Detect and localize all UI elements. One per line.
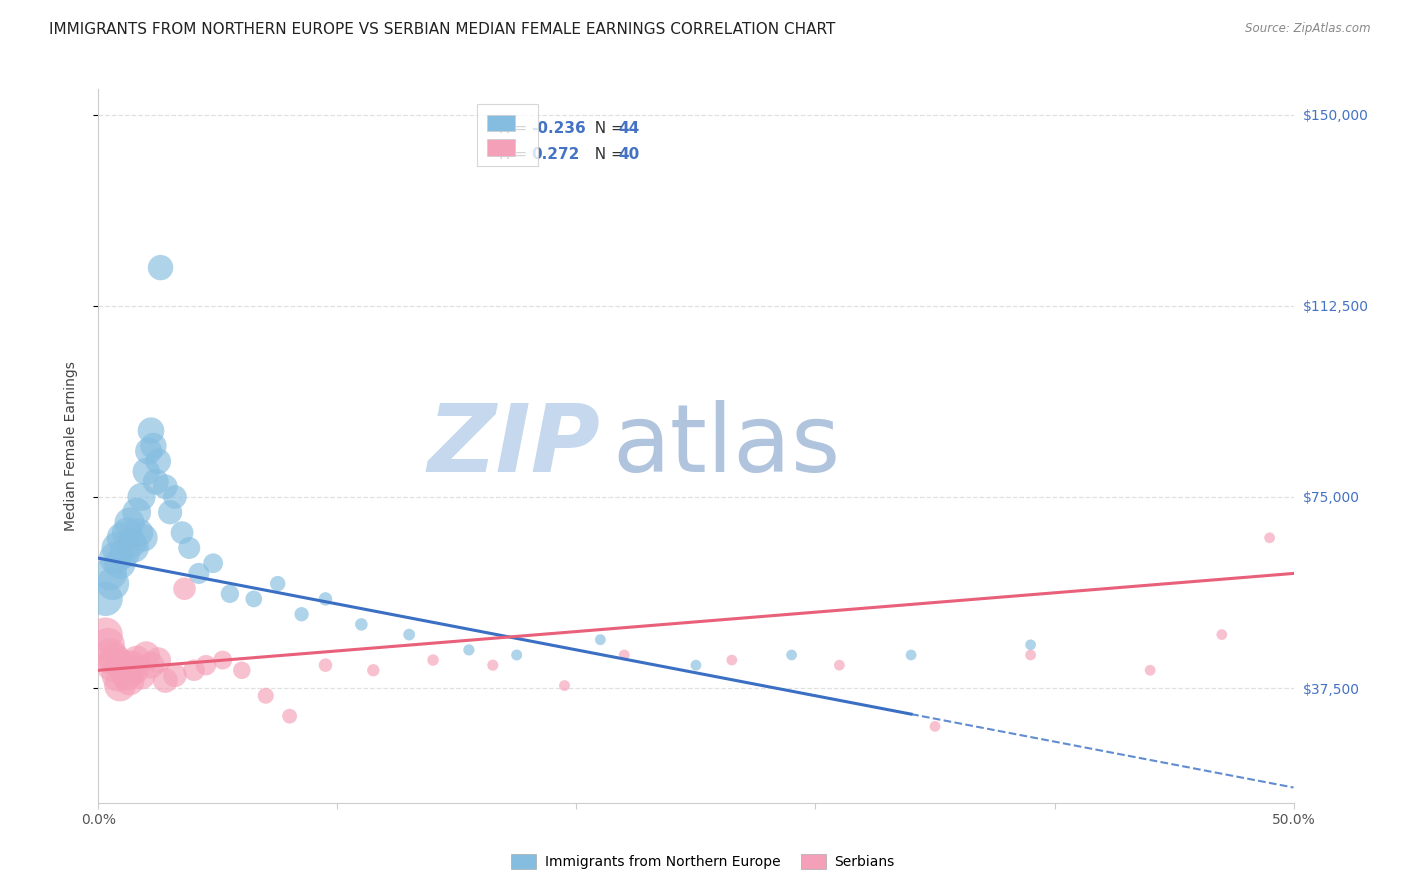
Point xyxy=(163,490,186,504)
Point xyxy=(148,653,170,667)
Point xyxy=(187,566,209,581)
Point xyxy=(101,658,124,673)
Point xyxy=(1019,648,1042,662)
Point xyxy=(107,541,129,555)
Point xyxy=(195,658,218,673)
Text: Source: ZipAtlas.com: Source: ZipAtlas.com xyxy=(1246,22,1371,36)
Point xyxy=(1258,531,1281,545)
Text: -0.236: -0.236 xyxy=(531,121,586,136)
Point xyxy=(163,668,186,682)
Point xyxy=(108,679,131,693)
Point xyxy=(98,648,122,662)
Text: IMMIGRANTS FROM NORTHERN EUROPE VS SERBIAN MEDIAN FEMALE EARNINGS CORRELATION CH: IMMIGRANTS FROM NORTHERN EUROPE VS SERBI… xyxy=(49,22,835,37)
Point xyxy=(142,439,165,453)
Point xyxy=(554,679,576,693)
Point xyxy=(278,709,301,723)
Point xyxy=(828,658,851,673)
Point xyxy=(101,576,124,591)
Point xyxy=(128,525,150,540)
Point xyxy=(173,582,195,596)
Point xyxy=(155,480,177,494)
Text: ZIP: ZIP xyxy=(427,400,600,492)
Point xyxy=(111,658,134,673)
Point xyxy=(202,556,225,570)
Point xyxy=(291,607,314,622)
Point xyxy=(139,658,162,673)
Point xyxy=(108,556,131,570)
Text: R =: R = xyxy=(499,147,537,162)
Point xyxy=(1139,663,1161,677)
Point xyxy=(121,536,143,550)
Point xyxy=(145,475,167,489)
Point xyxy=(94,627,117,641)
Point xyxy=(613,648,636,662)
Point xyxy=(115,525,138,540)
Point xyxy=(211,653,233,667)
Point xyxy=(315,591,337,606)
Point xyxy=(104,551,127,566)
Point xyxy=(398,627,420,641)
Point xyxy=(254,689,277,703)
Point xyxy=(131,490,153,504)
Point xyxy=(1019,638,1042,652)
Point xyxy=(1211,627,1233,641)
Point xyxy=(94,591,117,606)
Text: R =: R = xyxy=(499,121,531,136)
Point xyxy=(780,648,803,662)
Point xyxy=(315,658,337,673)
Point xyxy=(422,653,444,667)
Legend: Immigrants from Northern Europe, Serbians: Immigrants from Northern Europe, Serbian… xyxy=(505,847,901,876)
Point xyxy=(159,505,181,519)
Point xyxy=(219,587,242,601)
Point xyxy=(125,505,148,519)
Point xyxy=(685,658,707,673)
Point xyxy=(506,648,529,662)
Point xyxy=(179,541,201,555)
Point xyxy=(118,673,141,688)
Point xyxy=(155,673,177,688)
Point xyxy=(111,531,134,545)
Point xyxy=(135,465,157,479)
Point xyxy=(118,516,141,530)
Point xyxy=(139,424,162,438)
Point xyxy=(107,668,129,682)
Point xyxy=(231,663,253,677)
Point xyxy=(97,638,120,652)
Text: N =: N = xyxy=(585,121,628,136)
Point xyxy=(589,632,612,647)
Point xyxy=(135,648,157,662)
Point xyxy=(458,643,481,657)
Point xyxy=(124,663,146,677)
Point xyxy=(350,617,373,632)
Text: 0.272: 0.272 xyxy=(531,147,579,162)
Point xyxy=(243,591,266,606)
Point xyxy=(900,648,922,662)
Point xyxy=(924,719,946,733)
Point xyxy=(149,260,172,275)
Point xyxy=(124,541,146,555)
Text: atlas: atlas xyxy=(613,400,841,492)
Point xyxy=(148,454,170,468)
Point xyxy=(115,668,138,682)
Point xyxy=(183,663,205,677)
Point xyxy=(132,531,155,545)
Point xyxy=(363,663,385,677)
Point xyxy=(114,546,136,560)
Point xyxy=(172,525,194,540)
Point xyxy=(721,653,744,667)
Legend: , : , xyxy=(477,104,537,166)
Text: 40: 40 xyxy=(619,147,640,162)
Point xyxy=(267,576,290,591)
Text: N =: N = xyxy=(585,147,628,162)
Point xyxy=(481,658,505,673)
Point xyxy=(104,653,127,667)
Text: 44: 44 xyxy=(619,121,640,136)
Point xyxy=(125,653,148,667)
Point xyxy=(121,658,143,673)
Point xyxy=(131,668,153,682)
Point xyxy=(138,444,160,458)
Point xyxy=(114,663,136,677)
Y-axis label: Median Female Earnings: Median Female Earnings xyxy=(63,361,77,531)
Point xyxy=(98,566,122,581)
